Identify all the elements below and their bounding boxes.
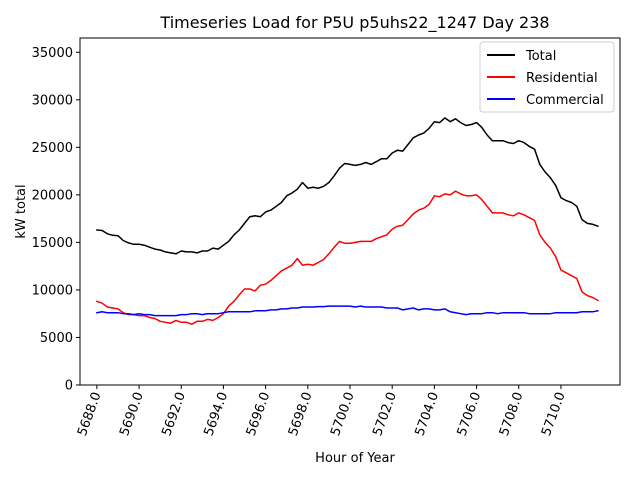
y-tick-label: 30000 [32, 93, 73, 108]
y-tick-label: 25000 [32, 141, 73, 156]
y-tick-label: 20000 [32, 188, 73, 203]
series-line-residential [95, 190, 599, 325]
y-tick-label: 15000 [32, 236, 73, 251]
legend-label-commercial: Commercial [526, 93, 604, 108]
y-tick-label: 10000 [32, 283, 73, 298]
series-layer [95, 117, 599, 325]
legend-label-residential: Residential [526, 71, 598, 86]
series-line-total [96, 117, 599, 255]
y-tick-label: 5000 [40, 331, 73, 346]
chart-title: Timeseries Load for P5U p5uhs22_1247 Day… [159, 13, 549, 33]
x-axis-label: Hour of Year [315, 451, 395, 466]
y-tick-label: 35000 [32, 46, 73, 61]
y-tick-label: 0 [65, 379, 73, 394]
legend: Total Residential Commercial [479, 41, 615, 113]
y-axis: 0 5000 10000 15000 20000 25000 30000 35000 [32, 46, 80, 394]
series-line-commercial [96, 305, 599, 317]
y-axis-label: kW total [14, 184, 29, 238]
legend-label-total: Total [525, 49, 556, 64]
legend-box [479, 41, 615, 113]
